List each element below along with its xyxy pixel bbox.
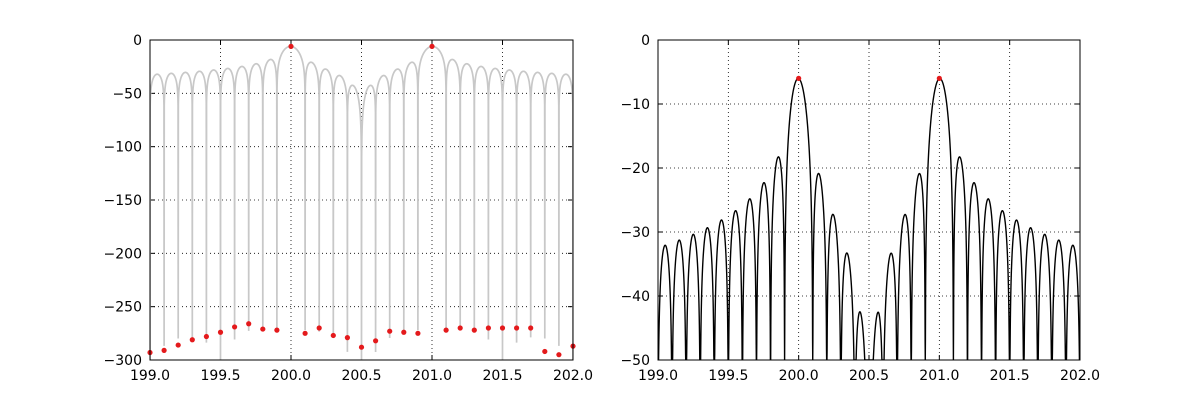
right-y-tick-label: −10 — [620, 97, 650, 113]
left-x-tick-label: 200.0 — [271, 368, 311, 384]
left-point — [443, 327, 449, 333]
left-point — [373, 338, 379, 344]
right-x-tick-label: 201.0 — [919, 368, 959, 384]
left-y-tick-label: −50 — [112, 86, 142, 102]
left-point — [161, 347, 167, 353]
left-point — [457, 325, 463, 331]
left-x-tick-label: 200.5 — [341, 368, 381, 384]
left-point — [274, 327, 280, 333]
left-point — [217, 329, 224, 335]
left-x-tick-label: 199.0 — [130, 368, 170, 384]
right-x-tick-label: 200.0 — [779, 368, 819, 384]
left-point — [316, 325, 322, 331]
right-y-tick-label: −40 — [620, 289, 650, 305]
left-point — [401, 329, 407, 335]
left-point — [514, 325, 520, 331]
left-x-tick-label: 199.5 — [200, 368, 240, 384]
left-x-tick-label: 201.5 — [482, 368, 522, 384]
left-y-tick-label: 0 — [133, 33, 142, 49]
right-x-tick-label: 202.0 — [1060, 368, 1100, 384]
left-point — [542, 348, 548, 355]
left-point — [260, 326, 266, 332]
right-frame — [657, 39, 1081, 361]
left-y-tick-label: −150 — [104, 193, 142, 209]
right-y-tick-label: −20 — [620, 161, 650, 177]
right-point — [936, 75, 942, 81]
right-y-tick-label: 0 — [641, 33, 650, 49]
left-point — [302, 330, 308, 336]
left-x-tick-label: 201.0 — [412, 368, 452, 384]
right-x-tick-label: 199.0 — [638, 368, 678, 384]
left-point — [175, 342, 181, 348]
left-frame — [149, 39, 574, 361]
left-point — [528, 325, 534, 331]
right-chart: 199.0 199.5 200.0 200.5 201.0 201.5 202.0 0 −10 −… — [620, 33, 1100, 384]
left-point — [415, 330, 421, 336]
left-point — [556, 352, 562, 358]
left-point — [471, 327, 477, 333]
left-point — [485, 325, 491, 331]
left-point — [429, 43, 435, 50]
left-point — [246, 321, 252, 327]
right-x-tick-label: 200.5 — [849, 368, 889, 384]
left-point — [232, 324, 238, 330]
left-point — [387, 328, 393, 334]
left-point — [189, 337, 195, 343]
left-chart: 199.0 199.5 200.0 200.5 201.0 201.5 202.0 0 −50 −… — [104, 33, 594, 384]
left-plot-area — [150, 45, 573, 360]
left-line — [150, 45, 573, 360]
right-y-tick-label: −50 — [620, 353, 650, 369]
left-y-tick-label: −100 — [104, 140, 142, 156]
right-x-tick-label: 201.5 — [990, 368, 1030, 384]
left-point — [330, 332, 336, 339]
left-y-tick-label: −250 — [104, 300, 142, 316]
left-x-tick-label: 202.0 — [553, 368, 593, 384]
left-point — [203, 333, 209, 340]
left-y-tick-label: −300 — [104, 353, 142, 369]
left-point — [499, 325, 506, 331]
right-x-tick-label: 199.5 — [708, 368, 748, 384]
left-point — [344, 335, 350, 341]
left-y-tick-label: −200 — [104, 246, 142, 262]
left-point — [288, 43, 294, 50]
right-y-tick-label: −30 — [620, 225, 650, 241]
right-point — [796, 75, 802, 81]
left-point — [358, 344, 365, 350]
